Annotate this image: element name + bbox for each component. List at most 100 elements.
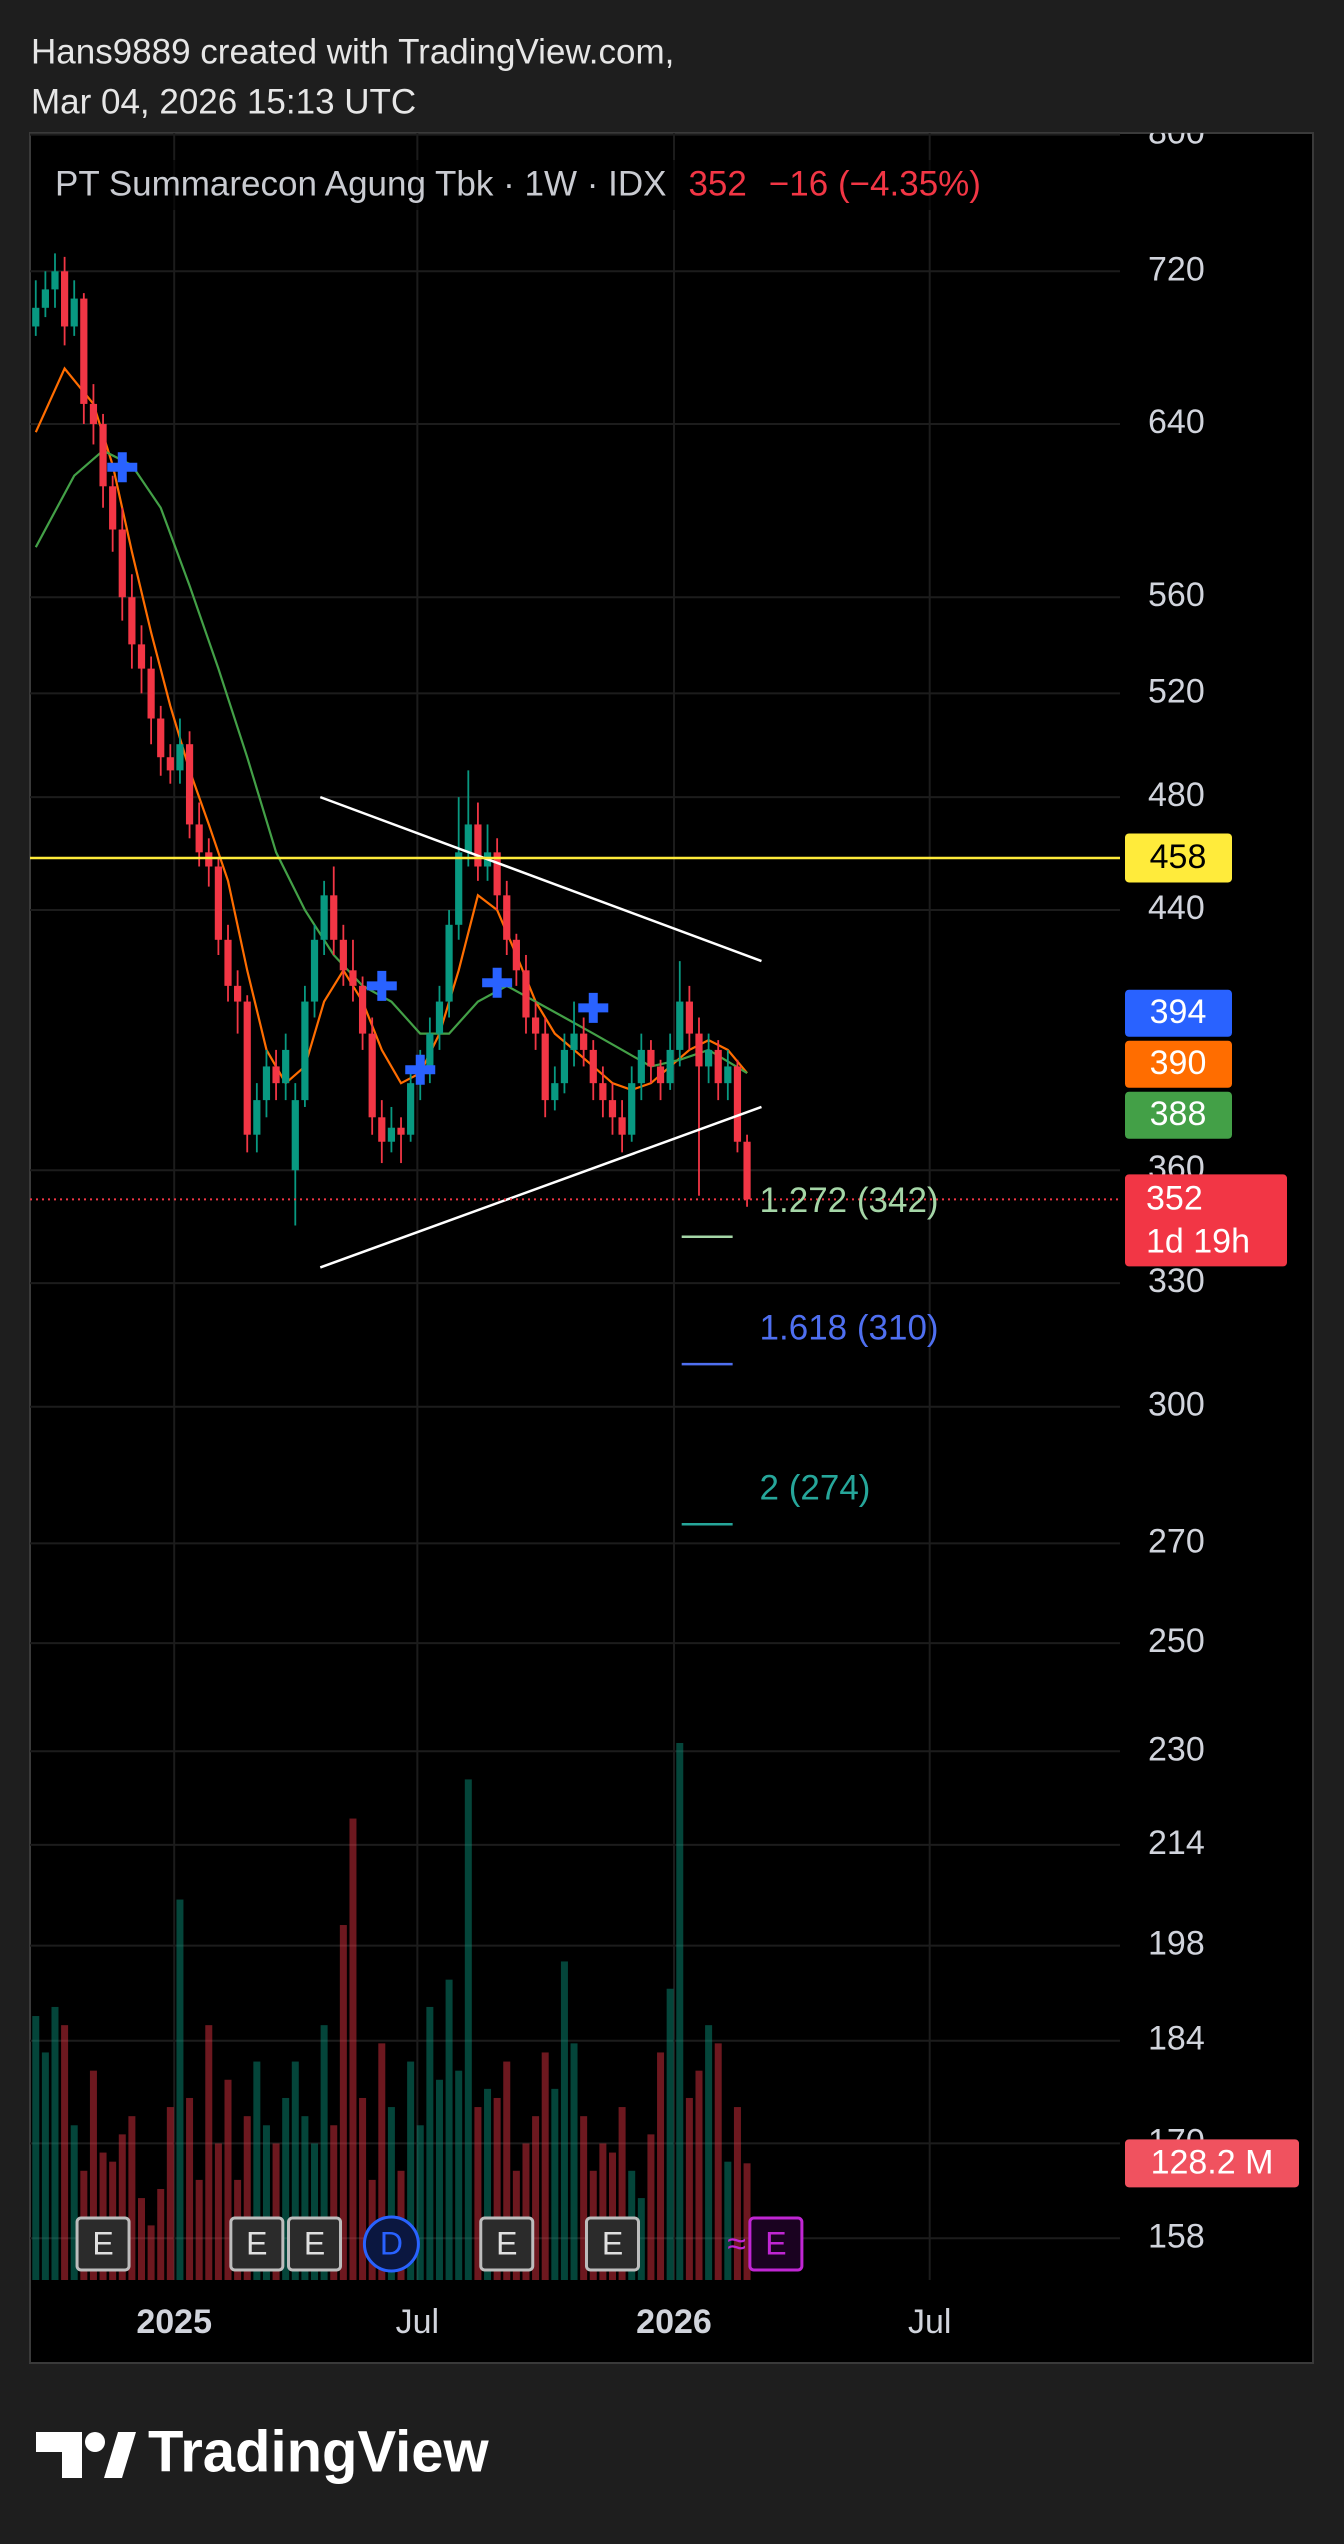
candle-body — [628, 1083, 636, 1135]
volume-label-box — [1125, 2139, 1299, 2188]
volume-bar — [464, 1779, 472, 2280]
candle-body — [378, 1117, 386, 1142]
fib-label: 1.618 (310) — [760, 1308, 939, 1347]
volume-bar — [522, 2143, 530, 2280]
y-tick-label: 640 — [1148, 403, 1205, 441]
candle-body — [291, 1100, 299, 1171]
candle-body — [339, 939, 347, 971]
candle-body — [445, 924, 453, 1002]
candle-body — [205, 852, 213, 867]
candle-body — [570, 1033, 578, 1050]
event-label: D — [380, 2225, 403, 2261]
volume-bar — [599, 2143, 607, 2280]
logo-mark — [104, 2432, 136, 2478]
candle-body — [560, 1049, 569, 1084]
legend-backdrop — [40, 160, 1003, 210]
plot-area: 1.272 (342) 1.618 (310) 2 (274) E E E D E E E ≈ — [30, 133, 1120, 2280]
y-tick-label: 184 — [1148, 2020, 1205, 2058]
level-label: 458 — [1150, 838, 1207, 876]
candle-body — [695, 1033, 703, 1067]
candle-body — [224, 939, 232, 986]
y-tick-label: 198 — [1148, 1925, 1205, 1963]
y-tick-label: 330 — [1148, 1262, 1205, 1300]
candle-body — [705, 1049, 713, 1067]
fib-label: 2 (274) — [760, 1469, 871, 1508]
volume-bar — [407, 2061, 415, 2280]
candle-body — [176, 744, 184, 771]
volume-bar — [455, 2070, 463, 2280]
volume-bar — [685, 2097, 693, 2280]
event-label: E — [92, 2225, 113, 2261]
candle-body — [551, 1083, 559, 1101]
moving-average — [34, 449, 748, 1075]
event-label: E — [246, 2225, 267, 2261]
y-tick-label: 440 — [1148, 889, 1205, 927]
event-label: E — [602, 2225, 623, 2261]
volume-bar — [41, 2052, 49, 2280]
volume-bar — [647, 2134, 655, 2280]
candle-body — [474, 824, 482, 867]
ma-label-box — [1125, 1091, 1232, 1139]
candle-body — [272, 1066, 280, 1084]
last-price-box — [1125, 1174, 1287, 1267]
y-tick-label: 560 — [1148, 576, 1205, 614]
candle-body — [368, 1033, 376, 1118]
y-tick-label: 800 — [1148, 114, 1205, 152]
volume-bar — [118, 2134, 126, 2280]
candle-body — [656, 1066, 665, 1084]
volume-bar — [676, 1743, 684, 2280]
y-tick-label: 158 — [1148, 2217, 1205, 2255]
volume-bar — [157, 2188, 165, 2280]
candle-body — [282, 1049, 290, 1084]
ma-label: 388 — [1150, 1095, 1207, 1133]
volume-bar — [551, 2088, 559, 2280]
volume-bar — [560, 1961, 568, 2280]
volume-bar — [214, 2143, 222, 2280]
candle-body — [61, 271, 69, 327]
candle-body — [70, 298, 78, 327]
candle-body — [666, 1049, 674, 1084]
volume-bar — [99, 2152, 107, 2280]
candle-body — [89, 403, 98, 425]
volume-bar — [89, 2070, 97, 2280]
ma-label: 394 — [1150, 993, 1207, 1031]
candle-body — [32, 307, 40, 327]
volume-bar — [282, 2097, 290, 2280]
volume-bar — [51, 2006, 59, 2280]
x-tick-label: 2025 — [136, 2303, 212, 2341]
candle-body — [580, 1033, 588, 1050]
candle-body — [455, 852, 463, 925]
candle-body — [253, 1100, 261, 1135]
volume-bar — [714, 2043, 722, 2280]
volume-bar — [205, 2025, 213, 2280]
volume-bar — [330, 2125, 338, 2280]
event-badge — [362, 2215, 420, 2273]
volume-bar — [570, 2043, 578, 2280]
candle-body — [358, 985, 367, 1034]
volume-bar — [147, 2225, 155, 2280]
candle-body — [493, 852, 501, 896]
candle-body — [407, 1083, 415, 1135]
y-tick-label: 250 — [1148, 1622, 1205, 1660]
volume-bar — [743, 2163, 751, 2280]
ma-label: 390 — [1150, 1044, 1207, 1082]
candle-body — [118, 529, 126, 598]
volume-bar — [349, 1818, 357, 2280]
fib-label: 1.272 (342) — [760, 1181, 939, 1220]
volume-bar — [435, 2079, 443, 2280]
volume-bar — [224, 2079, 232, 2280]
y-tick-label: 270 — [1148, 1522, 1205, 1560]
volume-bar — [291, 2061, 299, 2280]
signal-marker — [482, 967, 513, 998]
candle-body — [128, 597, 136, 645]
volume-bar — [301, 2116, 309, 2280]
volume-bar — [637, 2198, 645, 2280]
candle-body — [531, 1017, 540, 1034]
legend-price: 352 — [688, 164, 746, 203]
y-tick-label: 214 — [1148, 1824, 1205, 1862]
candle-body — [599, 1083, 607, 1101]
candle-body — [262, 1066, 271, 1101]
volume-bar — [580, 2116, 588, 2280]
candle-body — [301, 1001, 309, 1101]
